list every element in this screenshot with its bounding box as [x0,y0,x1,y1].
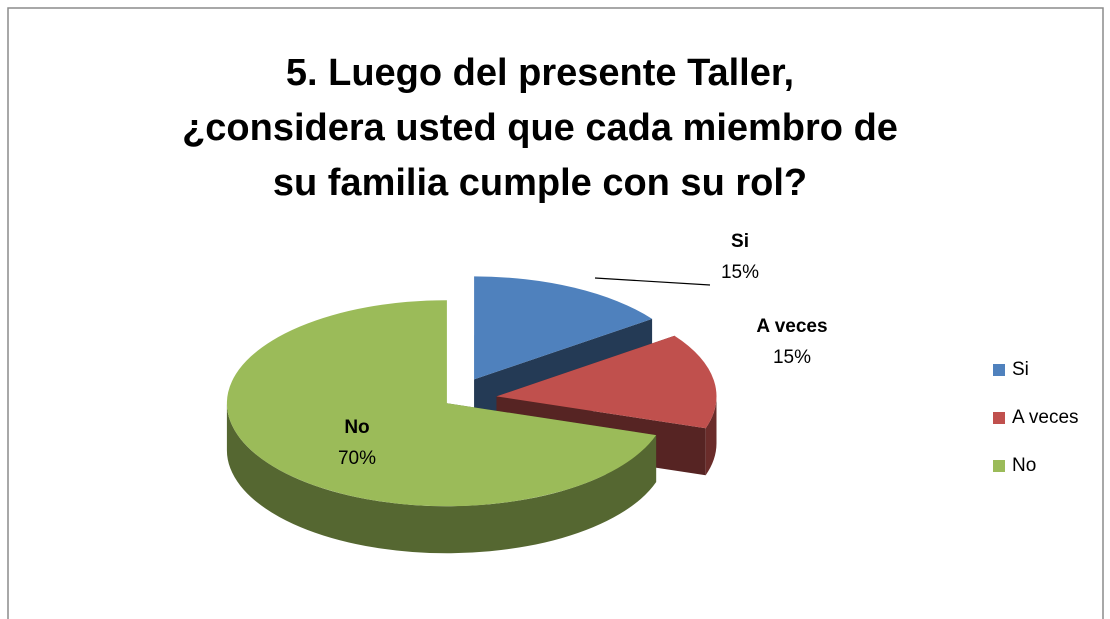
data-label-value: 70% [338,448,376,469]
slice [474,276,653,380]
data-label-name: A veces [756,316,827,337]
data-label-value: 15% [773,347,811,368]
chart-title: 5. Luego del presente Taller, ¿considera … [182,52,898,204]
data-label-value: 15% [721,262,759,283]
slice [226,300,657,507]
legend-label: A veces [1012,407,1079,428]
legend-label: Si [1012,359,1029,380]
legend-swatch [993,412,1005,424]
slice-side [226,403,657,554]
pie [226,276,717,554]
legend-swatch [993,460,1005,472]
chart-frame [7,7,1104,619]
legend-swatch [993,364,1005,376]
data-label-name: No [344,417,369,438]
slice [496,335,717,429]
data-label-name: Si [731,231,749,252]
slice-side [705,396,717,476]
legend-label: No [1012,455,1036,476]
leader-line [594,277,711,286]
